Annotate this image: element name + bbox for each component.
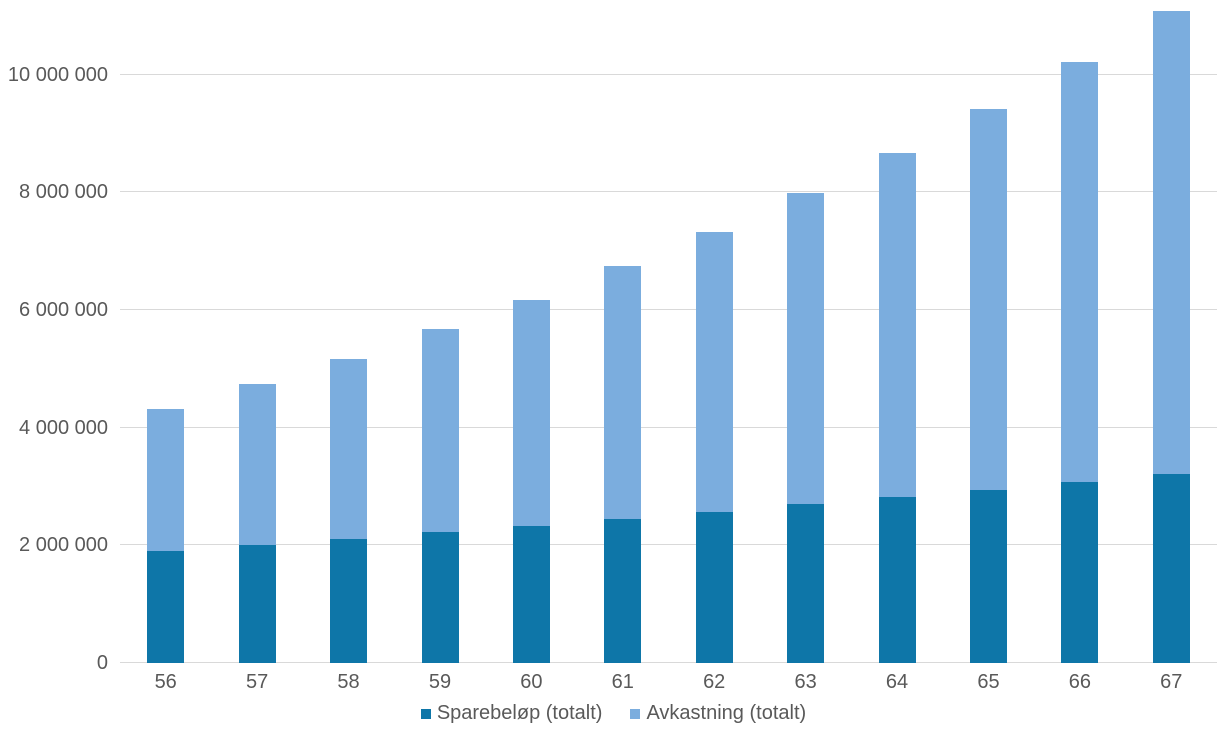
bar-66 (1061, 61, 1099, 663)
bar-65-segment-avkastning (970, 109, 1007, 490)
x-tick-label: 67 (1160, 671, 1183, 693)
x-tick-label: 64 (885, 671, 909, 693)
bar-57-segment-sparebeløp (238, 544, 276, 663)
bar-63-segment-sparebeløp (787, 503, 825, 663)
x-tick-label: 58 (337, 671, 360, 693)
gridline (120, 191, 1217, 193)
bar-66-segment-avkastning (1061, 61, 1099, 482)
bar-67-segment-sparebeløp (1152, 474, 1190, 663)
x-tick-label: 63 (794, 671, 817, 693)
bar-66-segment-sparebeløp (1061, 481, 1099, 663)
bar-63 (787, 193, 825, 663)
bar-64 (878, 152, 916, 663)
bar-67 (1152, 11, 1190, 663)
x-tick-label: 60 (520, 671, 543, 693)
gridline (120, 662, 1217, 663)
bar-60-segment-sparebeløp (512, 525, 550, 663)
bar-64-segment-sparebeløp (878, 497, 916, 663)
legend-marker-icon (630, 708, 641, 719)
bar-62-segment-sparebeløp (695, 511, 733, 663)
bar-65 (970, 109, 1007, 663)
legend: Sparebeløp (totalt) Avkastning (totalt) (0, 702, 1227, 725)
bar-56 (147, 409, 185, 663)
bar-56-segment-sparebeløp (147, 550, 185, 663)
bar-59-segment-sparebeløp (421, 531, 459, 663)
bar-63-segment-avkastning (787, 193, 825, 504)
x-tick-label: 61 (611, 671, 634, 693)
x-tick-label: 66 (1068, 671, 1092, 693)
legend-item-avkastning: Avkastning (totalt) (630, 702, 806, 725)
bar-61-segment-avkastning (604, 266, 642, 519)
bar-60-segment-avkastning (512, 299, 550, 526)
bar-62-segment-avkastning (695, 231, 733, 512)
y-tick-label: 10 000 000 (7, 63, 108, 86)
bar-65-segment-sparebeløp (970, 490, 1007, 663)
legend-label: Avkastning (totalt) (646, 702, 807, 724)
bar-57 (238, 384, 276, 663)
gridline (120, 544, 1217, 546)
y-tick-label: 6 000 000 (19, 298, 108, 321)
bar-60 (512, 299, 550, 663)
bar-58-segment-avkastning (330, 358, 367, 539)
bar-62 (695, 231, 733, 663)
y-tick-label: 4 000 000 (19, 416, 108, 439)
bar-57-segment-avkastning (238, 384, 276, 545)
bar-61 (604, 266, 642, 663)
bar-67-segment-avkastning (1152, 11, 1190, 475)
bar-58-segment-sparebeløp (330, 538, 367, 663)
x-tick-label: 65 (977, 671, 1000, 693)
y-tick-label: 0 (96, 652, 108, 674)
legend-label: Sparebeløp (totalt) (436, 702, 603, 724)
y-tick-label: 2 000 000 (19, 534, 108, 557)
y-tick-label: 8 000 000 (19, 181, 108, 204)
x-tick-label: 59 (428, 671, 452, 693)
plot-area (120, 0, 1217, 663)
legend-marker-icon (420, 708, 431, 719)
bar-59-segment-avkastning (421, 329, 459, 532)
bar-56-segment-avkastning (147, 409, 185, 551)
gridline (120, 308, 1217, 310)
x-tick-label: 56 (154, 671, 177, 693)
gridline (120, 426, 1217, 428)
bar-59 (421, 329, 459, 663)
gridline (120, 73, 1217, 75)
x-tick-label: 62 (703, 671, 726, 693)
legend-item-sparebeløp: Sparebeløp (totalt) (420, 702, 603, 725)
x-tick-label: 57 (245, 671, 269, 693)
bar-64-segment-avkastning (878, 152, 916, 497)
bar-61-segment-sparebeløp (604, 518, 642, 663)
bar-58 (330, 358, 367, 663)
